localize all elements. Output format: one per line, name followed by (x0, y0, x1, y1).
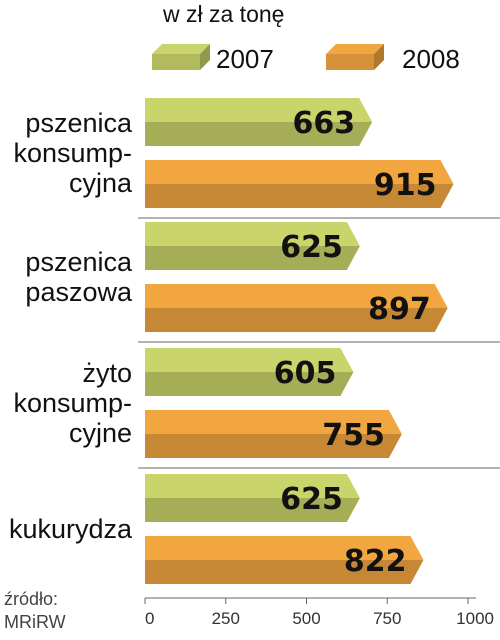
source-label: źródło: (4, 589, 58, 609)
category-label-żyto-konsump-cyjne: żyto konsump-cyjne (13, 358, 132, 448)
swatch-top (326, 44, 384, 54)
bar-face-bottom (145, 184, 454, 208)
bar-face-top (145, 98, 373, 122)
legend-swatch-2007 (152, 44, 210, 70)
swatch-front (152, 54, 200, 70)
x-axis: 0 250 500 750 1000 (144, 597, 494, 628)
bar-żyto-konsump-cyjne-2008: 755 (145, 410, 402, 458)
value-label: 822 (344, 544, 407, 579)
value-label: 915 (374, 168, 437, 203)
bar-face-top (145, 410, 402, 434)
x-tick-label: 750 (373, 609, 401, 628)
source-name: MRiRW (4, 612, 66, 632)
bar-face-bottom (145, 308, 448, 332)
bar-żyto-konsump-cyjne-2007: 605 (145, 348, 354, 396)
legend-item-2008: 2008 (326, 44, 460, 74)
x-tick-label: 1000 (456, 609, 494, 628)
bar-face-top (145, 536, 424, 560)
bar-pszenica-konsump-cyjna-2007: 663 (145, 98, 373, 146)
bar-pszenica-paszowa-2007: 625 (145, 222, 360, 270)
bar-face-bottom (145, 372, 354, 396)
value-label: 897 (368, 292, 431, 327)
bar-face-top (145, 474, 360, 498)
bar-face-top (145, 284, 448, 308)
category-label-kukurydza: kukurydza (9, 514, 133, 544)
x-tick-label: 0 (145, 609, 154, 628)
chart-title: w zł za tonę (162, 1, 284, 27)
bar-face-bottom (145, 560, 424, 584)
legend-label-2007: 2007 (216, 44, 274, 74)
swatch-side (200, 44, 210, 70)
bar-face-top (145, 160, 454, 184)
category-label-pszenica-paszowa: pszenica paszowa (25, 247, 133, 307)
source-note: źródło: MRiRW (4, 589, 66, 632)
value-label: 663 (293, 106, 356, 141)
value-label: 605 (274, 356, 337, 391)
bar-pszenica-konsump-cyjna-2008: 915 (145, 160, 454, 208)
bar-kukurydza-2008: 822 (145, 536, 424, 584)
bar-face-bottom (145, 498, 360, 522)
bar-face-bottom (145, 122, 373, 146)
swatch-front (326, 54, 374, 70)
legend-swatch-2008 (326, 44, 384, 70)
category-label-pszenica-konsump-cyjna: pszenica konsump-cyjna (13, 108, 133, 198)
bar-face-bottom (145, 246, 360, 270)
bar-face-top (145, 222, 360, 246)
legend-item-2007: 2007 (152, 44, 274, 74)
chart-header: w zł za tonę (162, 1, 284, 27)
legend-label-2008: 2008 (402, 44, 460, 74)
group-separators (138, 217, 500, 469)
bar-kukurydza-2007: 625 (145, 474, 360, 522)
swatch-top (152, 44, 210, 54)
bar-pszenica-paszowa-2008: 897 (145, 284, 448, 332)
x-tick-label: 500 (292, 609, 320, 628)
bar-face-bottom (145, 434, 402, 458)
value-label: 625 (280, 230, 343, 265)
legend: 2007 2008 (152, 44, 460, 74)
category-labels: pszenica konsump-cyjna pszenica paszowa żyto… (9, 108, 133, 544)
bar-face-top (145, 348, 354, 372)
swatch-side (374, 44, 384, 70)
value-label: 755 (322, 418, 385, 453)
x-tick-label: 250 (212, 609, 240, 628)
value-label: 625 (280, 482, 343, 517)
